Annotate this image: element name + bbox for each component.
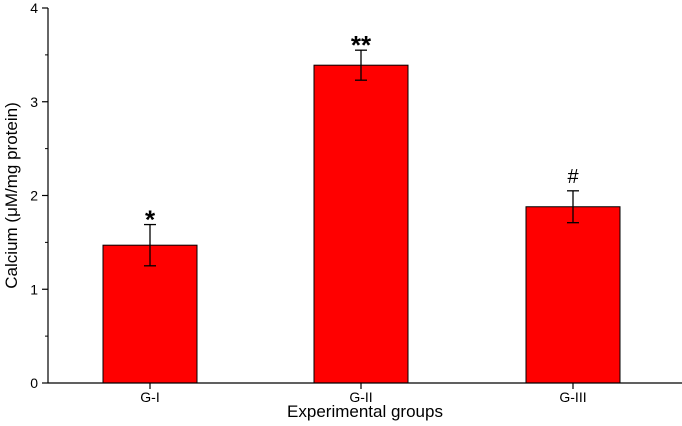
y-tick-label: 1 [30, 281, 38, 297]
plot-area: ***# [102, 30, 621, 384]
bar-g-ii [313, 64, 409, 384]
bar-g-i [102, 244, 198, 384]
bar-g-iii [525, 206, 621, 384]
x-axis-ticks: G-I G-II G-III [140, 383, 587, 405]
x-tick-label: G-II [349, 389, 372, 405]
y-axis-title: Calcium (μM/mg protein) [2, 102, 21, 288]
y-axis-ticks: 0 1 2 3 4 [30, 0, 48, 391]
significance-marker: * [145, 205, 156, 235]
x-axis-title: Experimental groups [287, 402, 443, 421]
y-tick-label: 4 [30, 0, 38, 16]
y-tick-label: 2 [30, 188, 38, 204]
x-tick-label: G-I [140, 389, 159, 405]
significance-marker: ** [351, 30, 372, 60]
y-tick-label: 0 [30, 375, 38, 391]
x-tick-label: G-III [559, 389, 586, 405]
y-tick-label: 3 [30, 94, 38, 110]
significance-marker: # [567, 166, 579, 188]
